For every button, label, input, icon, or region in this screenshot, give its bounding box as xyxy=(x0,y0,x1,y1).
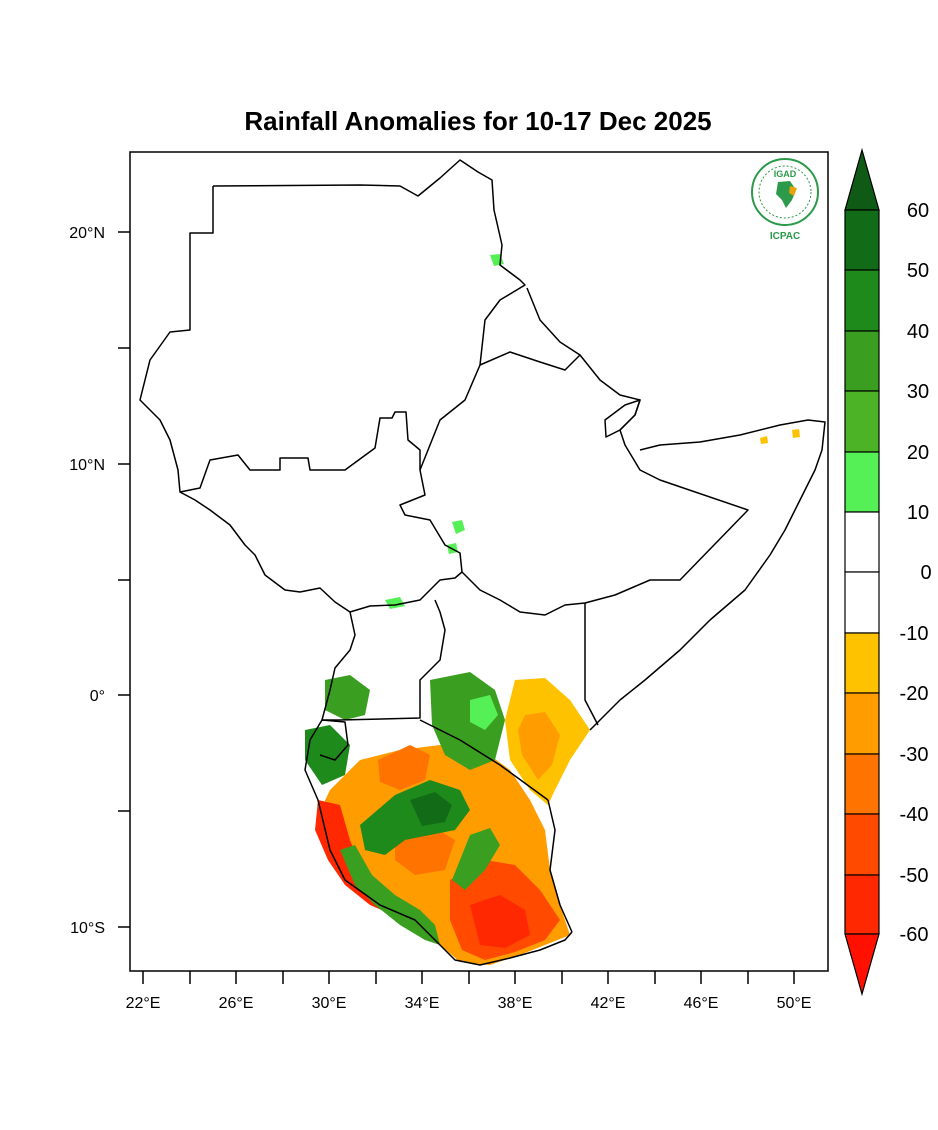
border-rwanda-burundi xyxy=(319,719,349,761)
lon-label: 50°E xyxy=(777,995,812,1012)
anomaly-wet-rwanda-burundi xyxy=(305,725,350,785)
border-sudan-west xyxy=(139,186,421,493)
border-sudan xyxy=(212,159,581,371)
border-somalia xyxy=(589,419,826,731)
colorbar-label: 40 xyxy=(907,321,929,343)
anomaly-light-wet-ethiopia xyxy=(447,520,465,554)
colorbar-segment xyxy=(844,632,880,694)
lat-label: 0° xyxy=(90,688,105,705)
colorbar-label: -50 xyxy=(900,865,929,887)
lon-label: 42°E xyxy=(591,995,626,1012)
colorbar-segment xyxy=(844,390,880,453)
colorbar-segment xyxy=(844,451,880,513)
border-kenya-tanzania xyxy=(419,719,549,801)
colorbar-label: 20 xyxy=(907,442,929,464)
lon-label: 26°E xyxy=(219,995,254,1012)
colorbar xyxy=(844,147,880,997)
horn-highlight-icon xyxy=(789,186,797,196)
colorbar-segment xyxy=(844,269,880,332)
border-ethiopia-sudan xyxy=(419,364,481,471)
colorbar-label: -30 xyxy=(900,744,929,766)
colorbar-segment xyxy=(844,511,880,573)
colorbar-segment xyxy=(844,571,880,634)
longitude-axis xyxy=(142,971,795,984)
logo-bottom-text: ICPAC xyxy=(770,231,800,242)
colorbar-label: -10 xyxy=(900,623,929,645)
anomaly-light-dry-somalia xyxy=(760,429,800,444)
anomaly-field xyxy=(305,254,800,965)
lon-label: 22°E xyxy=(126,995,161,1012)
colorbar-label: 50 xyxy=(907,260,929,282)
colorbar-label: -40 xyxy=(900,804,929,826)
igad-icpac-logo: IGAD ICPAC xyxy=(751,158,819,242)
country-borders xyxy=(139,159,826,966)
colorbar-label: 60 xyxy=(907,200,929,222)
lon-label: 46°E xyxy=(684,995,719,1012)
anomaly-light-wet-ssudan xyxy=(385,597,405,609)
colorbar-label: 30 xyxy=(907,381,929,403)
colorbar-segment xyxy=(844,874,880,935)
map-plot-area: IGAD ICPAC xyxy=(129,151,829,972)
lon-label: 38°E xyxy=(498,995,533,1012)
colorbar-segment xyxy=(844,692,880,755)
anomaly-wet-lake-victoria-west xyxy=(325,675,370,720)
border-kenya-somalia xyxy=(584,603,599,726)
colorbar-label: -60 xyxy=(900,924,929,946)
anomaly-light-wet-kenya xyxy=(470,695,498,730)
colorbar-label: -20 xyxy=(900,683,929,705)
colorbar-under-triangle xyxy=(844,933,880,997)
border-drc-lake xyxy=(304,719,573,966)
latitude-axis xyxy=(118,231,130,928)
border-south-sudan xyxy=(179,469,463,613)
anomaly-extreme-south xyxy=(470,895,530,948)
lat-label: 10°N xyxy=(69,457,105,474)
colorbar-over-triangle xyxy=(844,147,880,211)
anomaly-wet-tz-east-ridge xyxy=(452,828,500,890)
anomaly-dry-lakeregion xyxy=(378,745,430,790)
border-tanzania-coast xyxy=(547,799,573,933)
colorbar-segment xyxy=(844,209,880,271)
latitude-labels: 20°N 10°N 0° 10°S xyxy=(69,225,105,937)
map-title: Rainfall Anomalies for 10-17 Dec 2025 xyxy=(244,106,711,136)
anomaly-very-dry-southwest xyxy=(315,800,410,918)
colorbar-segment xyxy=(844,753,880,815)
border-uganda xyxy=(321,599,446,721)
colorbar-label: 0 xyxy=(920,562,931,584)
colorbar-labels: 60 50 40 30 20 10 0 -10 -20 -30 -40 -50 … xyxy=(900,200,932,946)
colorbar-segment xyxy=(844,330,880,392)
anomaly-dry-kenya-core xyxy=(518,712,560,780)
anomaly-wet-core xyxy=(410,792,452,826)
lat-label: 10°S xyxy=(70,920,105,937)
lon-label: 30°E xyxy=(312,995,347,1012)
colorbar-segment xyxy=(844,813,880,876)
colorbar-label: 10 xyxy=(907,502,929,524)
lat-label: 20°N xyxy=(69,225,105,242)
logo-top-text: IGAD xyxy=(774,169,797,179)
border-djibouti xyxy=(604,399,641,438)
lon-label: 34°E xyxy=(405,995,440,1012)
longitude-labels: 22°E 26°E 30°E 34°E 38°E 42°E 46°E 50°E xyxy=(126,995,812,1012)
